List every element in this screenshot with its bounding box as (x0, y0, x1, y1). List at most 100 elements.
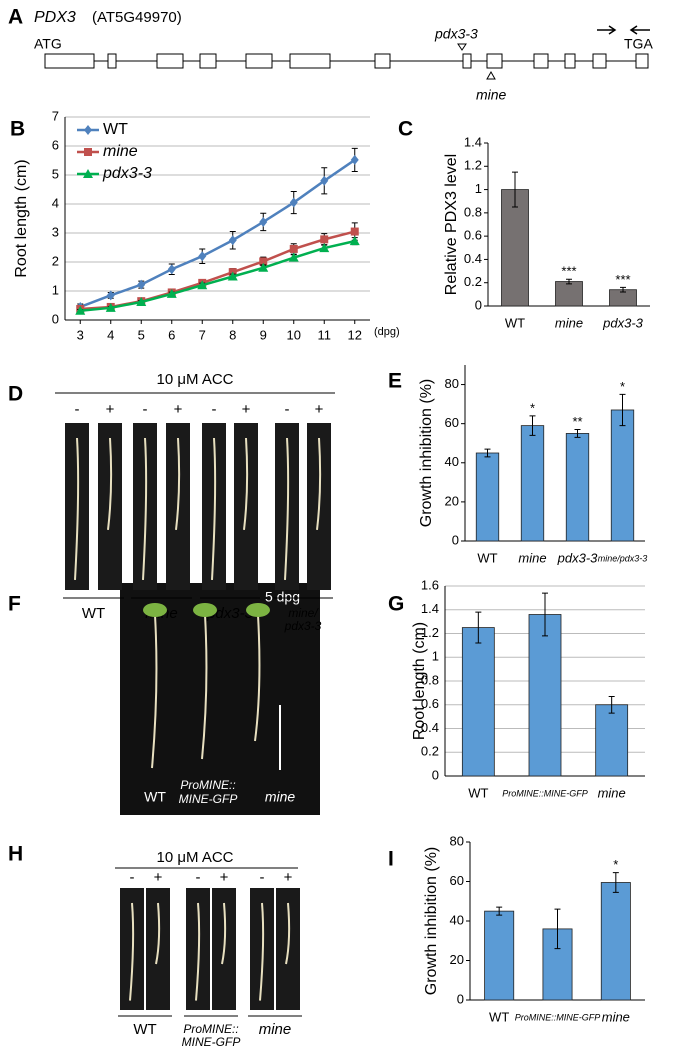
marker (105, 302, 116, 312)
seedling (316, 437, 322, 530)
error-bar (612, 872, 619, 893)
treatment-label: 10 μM ACC (157, 371, 234, 388)
genotype-label: MINE-GFP (182, 1035, 241, 1047)
treatment-sign: - (260, 869, 265, 886)
y-axis-label: Root length (cm) (13, 159, 30, 277)
y-tick-label: 1.2 (464, 158, 482, 173)
gene-id: (AT5G49970) (92, 9, 182, 26)
significance-label: * (620, 379, 625, 394)
x-tick-label: mine (602, 1009, 630, 1024)
seedling (142, 437, 148, 581)
x-tick-label: 3 (77, 327, 84, 342)
x-tick-label: 6 (168, 327, 175, 342)
photo (120, 583, 320, 815)
legend-label: mine (103, 143, 138, 160)
marker (289, 244, 298, 253)
line (80, 230, 356, 311)
seedling (254, 614, 261, 742)
panel-letter: D (8, 383, 23, 406)
treatment-sign: + (106, 401, 115, 418)
panel-letter: H (8, 843, 23, 866)
treatment-sign: - (143, 401, 148, 418)
treatment-sign: + (284, 869, 293, 886)
y-axis-label: Growth inhibition (%) (423, 847, 440, 996)
seedling (175, 437, 181, 530)
line (80, 239, 356, 312)
y-tick-label: 3 (52, 224, 59, 239)
bar (528, 614, 562, 777)
bar (595, 704, 629, 777)
treatment-sign: - (130, 869, 135, 886)
y-tick-label: 1 (52, 282, 59, 297)
bar (610, 409, 635, 542)
y-tick-label: 40 (450, 912, 464, 927)
error-bar (608, 695, 615, 714)
cotyledon (246, 603, 270, 617)
genotype-label: mine (265, 789, 296, 805)
panel-letter: B (10, 118, 25, 141)
y-tick-label: 1 (432, 649, 439, 664)
x-tick-label: 10 (287, 327, 301, 342)
treatment-sign: - (75, 401, 80, 418)
x-tick-label: 4 (107, 327, 114, 342)
y-tick-label: 0 (52, 311, 59, 326)
y-tick-label: 80 (445, 376, 459, 391)
error-bar (620, 286, 626, 293)
bar (501, 189, 529, 307)
x-tick-label: ProMINE::MINE-GFP (502, 788, 588, 798)
panel-letter: C (398, 118, 413, 141)
line (79, 158, 356, 309)
y-tick-label: 0.8 (421, 672, 439, 687)
marker (198, 251, 207, 262)
genotype-label: WT (144, 789, 166, 805)
panel-letter: I (388, 848, 394, 871)
significance-label: * (530, 400, 535, 415)
marker (319, 243, 330, 253)
bar (600, 882, 631, 1001)
legend-label: pdx3-3 (102, 165, 152, 182)
treatment-label: 10 μM ACC (157, 849, 234, 866)
y-tick-label: 20 (445, 493, 459, 508)
marker (259, 216, 268, 227)
y-tick-label: 20 (450, 952, 464, 967)
treatment-sign: + (174, 401, 183, 418)
x-axis-label: (dpg) (374, 326, 400, 338)
x-tick-label: 7 (199, 327, 206, 342)
x-tick-label: WT (477, 550, 497, 565)
legend-label: WT (103, 121, 128, 138)
y-tick-label: 1.2 (421, 625, 439, 640)
marker (258, 262, 269, 272)
y-tick-label: 60 (450, 873, 464, 888)
marker (320, 235, 329, 244)
genotype-label: WT (82, 605, 105, 622)
significance-label: * (613, 857, 618, 872)
seedling (284, 437, 290, 581)
x-tick-label: 8 (229, 327, 236, 342)
treatment-sign: - (212, 401, 217, 418)
marker (75, 305, 86, 315)
y-axis-label: Relative PDX3 level (443, 154, 460, 295)
marker (227, 271, 238, 281)
significance-label: ** (572, 414, 582, 429)
y-axis-label: Growth inhibition (%) (418, 379, 435, 528)
y-tick-label: 6 (52, 137, 59, 152)
seedling (74, 437, 80, 581)
y-tick-label: 1.4 (421, 601, 439, 616)
error-bar (496, 906, 503, 916)
seedling (211, 437, 217, 581)
marker (197, 280, 208, 290)
error-bar (475, 611, 482, 644)
marker (106, 290, 115, 301)
genotype-label: mine (259, 1021, 292, 1038)
x-tick-label: mine (555, 315, 583, 330)
x-tick-label: WT (468, 785, 488, 800)
bar (565, 433, 590, 542)
allele-label: pdx3-3 (434, 26, 478, 42)
genotype-label: ProMINE:: (180, 778, 235, 792)
y-tick-label: 2 (52, 253, 59, 268)
genotype-label: ProMINE:: (183, 1022, 238, 1036)
seedling (201, 614, 208, 760)
y-tick-label: 1.6 (421, 577, 439, 592)
stop-codon: TGA (624, 36, 653, 52)
marker (289, 197, 298, 208)
